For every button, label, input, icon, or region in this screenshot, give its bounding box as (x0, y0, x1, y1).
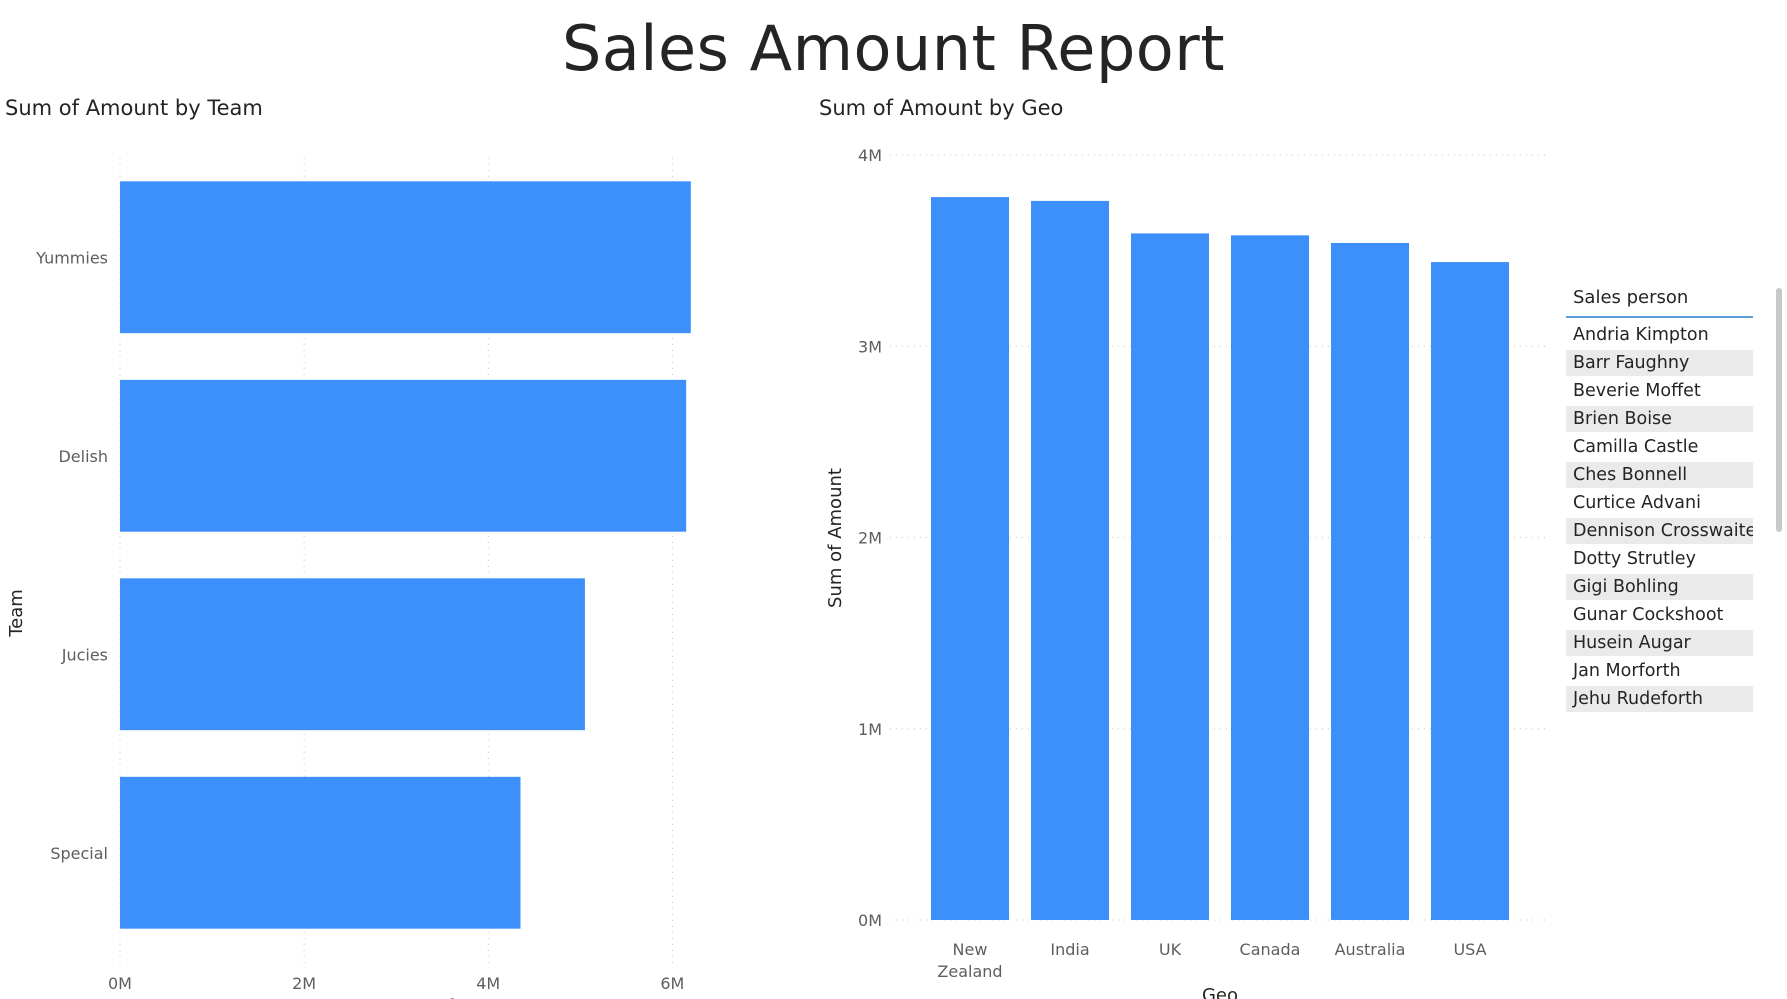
slicer-item[interactable]: Andria Kimpton (1573, 325, 1709, 345)
bar-uk[interactable] (1131, 233, 1209, 921)
y-tick-label: 3M (858, 337, 882, 356)
slicer-item[interactable]: Husein Augar (1566, 630, 1753, 656)
slicer-item[interactable]: Camilla Castle (1573, 437, 1699, 457)
x-tick-label: 2M (292, 974, 316, 993)
slicer-item[interactable]: Gunar Cockshoot (1573, 605, 1724, 625)
x-tick-label: USA (1453, 940, 1486, 959)
bar-yummies[interactable] (120, 181, 691, 334)
slicer-item[interactable]: Gigi Bohling (1566, 574, 1753, 600)
slicer-item[interactable]: Ches Bonnell (1566, 462, 1753, 488)
bar-australia[interactable] (1331, 242, 1409, 921)
slicer-item[interactable]: Curtice Advani (1573, 493, 1701, 513)
bar-special[interactable] (120, 776, 521, 929)
x-tick-label: India (1050, 940, 1089, 959)
x-tick-label: Australia (1335, 940, 1406, 959)
x-tick-label: UK (1159, 940, 1182, 959)
slicer-scrollbar-thumb[interactable] (1776, 288, 1782, 532)
slicer-item[interactable]: Dotty Strutley (1573, 549, 1696, 569)
x-tick-label: 4M (476, 974, 500, 993)
geo-chart-title: Sum of Amount by Geo (819, 96, 1064, 120)
y-tick-label: 1M (858, 720, 882, 739)
slicer-item[interactable]: Beverie Moffet (1573, 381, 1701, 401)
slicer-item[interactable]: Jan Morforth (1573, 661, 1681, 681)
x-tick-label: 0M (108, 974, 132, 993)
team-chart-title: Sum of Amount by Team (5, 96, 263, 120)
team-bar-chart[interactable]: 0M 2M 4M 6M Yummies Delish Jucies Special Sum of… (0, 130, 780, 999)
y-tick-label: 2M (858, 529, 882, 548)
y-tick-label: Jucies (61, 645, 108, 664)
bar-delish[interactable] (120, 379, 687, 532)
bar-usa[interactable] (1431, 262, 1509, 921)
slicer-item[interactable]: Dennison Crosswaite (1566, 518, 1753, 544)
slicer-header: Sales person (1566, 282, 1753, 318)
slicer-item[interactable]: Brien Boise (1566, 406, 1753, 432)
bar-jucies[interactable] (120, 578, 585, 731)
x-axis-title: Sum of Amount (390, 996, 530, 999)
x-tick-label: New Zealand (937, 940, 1002, 981)
report-title: Sales Amount Report (561, 12, 1226, 85)
geo-column-chart[interactable]: 0M 1M 2M 3M 4M New Zealand India UK Canada Austral… (805, 130, 1565, 999)
y-tick-label: Delish (58, 447, 108, 466)
y-axis-title: Team (6, 589, 27, 638)
x-tick-label: Canada (1240, 940, 1301, 959)
y-tick-label: Special (50, 844, 108, 863)
y-tick-label: 4M (858, 146, 882, 165)
y-tick-label: Yummies (35, 248, 108, 267)
sales-person-slicer[interactable]: Sales person Andria Kimpton Barr Faughny B… (1566, 282, 1753, 714)
bar-india[interactable] (1031, 200, 1109, 920)
slicer-item[interactable]: Barr Faughny (1566, 350, 1753, 376)
slicer-item[interactable]: Jehu Rudeforth (1566, 686, 1753, 712)
bar-canada[interactable] (1231, 235, 1309, 920)
bar-new-zealand[interactable] (931, 197, 1009, 920)
slicer-list: Andria Kimpton Barr Faughny Beverie Moffet… (1566, 322, 1753, 712)
y-tick-label: 0M (858, 911, 882, 930)
y-axis-title: Sum of Amount (825, 468, 846, 608)
x-tick-label: 6M (660, 974, 684, 993)
x-axis-title: Geo (1202, 985, 1238, 999)
